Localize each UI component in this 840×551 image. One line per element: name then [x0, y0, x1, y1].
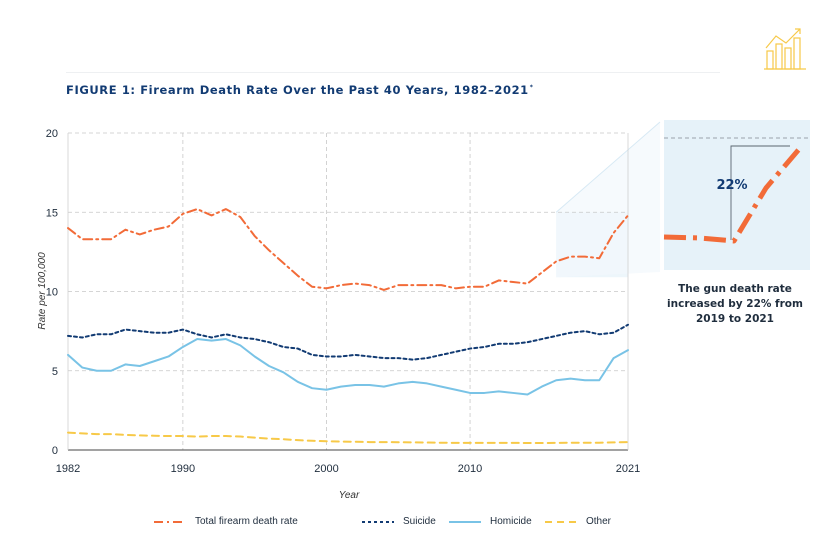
zoom-connector	[556, 122, 660, 278]
legend-swatch	[449, 520, 481, 523]
legend-item-total-firearm-death-rate: Total firearm death rate	[153, 516, 298, 527]
x-tick-label: 1990	[171, 463, 195, 475]
x-tick-label: 2010	[458, 463, 482, 475]
y-tick-label: 0	[52, 445, 58, 457]
legend-label: Suicide	[403, 516, 436, 527]
legend-item-homicide: Homicide	[448, 516, 532, 527]
x-tick-label: 2000	[314, 463, 338, 475]
header-divider	[66, 72, 720, 73]
line-chart: 0 5 10 15 20 1982 1990 2000 2010 2021 Rate per 10…	[37, 120, 810, 501]
chart-axes: 0 5 10 15 20 1982 1990 2000 2010 2021	[46, 128, 640, 475]
figure-title: FIGURE 1: Firearm Death Rate Over the Pa…	[66, 83, 534, 97]
callout-zoom-panel	[555, 120, 810, 278]
title-footnote-mark: *	[529, 84, 534, 92]
legend-label: Total firearm death rate	[195, 516, 298, 527]
zoom-connector-line	[555, 121, 661, 213]
y-axis-label: Rate per 100,000	[37, 252, 48, 330]
y-tick-label: 10	[46, 287, 58, 299]
series-line-other	[67, 431, 629, 445]
chart-series	[67, 208, 629, 445]
x-tick-label: 1982	[56, 463, 80, 475]
callout-text: The gun death rate increased by 22% from…	[667, 283, 803, 325]
legend-label: Homicide	[490, 516, 532, 527]
y-tick-label: 15	[46, 207, 58, 219]
chart-legend: Total firearm death rate Suicide Homicide O…	[0, 516, 840, 534]
callout-zoom-detail	[663, 137, 810, 244]
legend-swatch	[362, 520, 394, 523]
zoom-panel	[664, 120, 810, 270]
legend-item-suicide: Suicide	[361, 516, 436, 527]
legend-item-other: Other	[544, 516, 611, 527]
chart-grid	[68, 132, 628, 450]
x-tick-label: 2021	[616, 463, 640, 475]
series-line-total-firearm-death-rate	[67, 208, 629, 291]
series-line-suicide	[67, 323, 629, 361]
zoom-bracket	[730, 145, 790, 240]
figure-title-text: FIGURE 1: Firearm Death Rate Over the Pa…	[66, 83, 529, 97]
zoom-total-rate-line	[663, 146, 802, 244]
legend-swatch	[545, 520, 577, 523]
series-line-homicide	[67, 338, 629, 396]
callout-percent-label: 22%	[716, 178, 747, 193]
y-tick-label: 20	[46, 128, 58, 140]
line-chart-icon	[760, 24, 808, 77]
legend-swatch	[154, 520, 186, 523]
y-tick-label: 5	[52, 366, 58, 378]
x-axis-label: Year	[339, 490, 360, 501]
legend-label: Other	[586, 516, 612, 527]
